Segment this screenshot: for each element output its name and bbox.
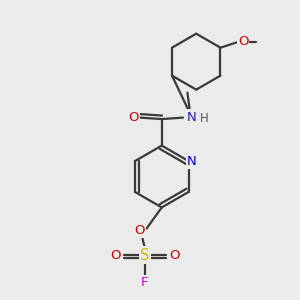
Text: O: O (110, 249, 121, 262)
Text: O: O (238, 35, 248, 48)
Text: O: O (135, 224, 145, 237)
Text: O: O (169, 249, 180, 262)
Text: N: N (187, 154, 196, 167)
Text: H: H (200, 112, 208, 125)
Text: F: F (141, 276, 149, 289)
Text: N: N (186, 110, 196, 124)
Text: S: S (140, 248, 150, 262)
Text: O: O (128, 111, 139, 124)
